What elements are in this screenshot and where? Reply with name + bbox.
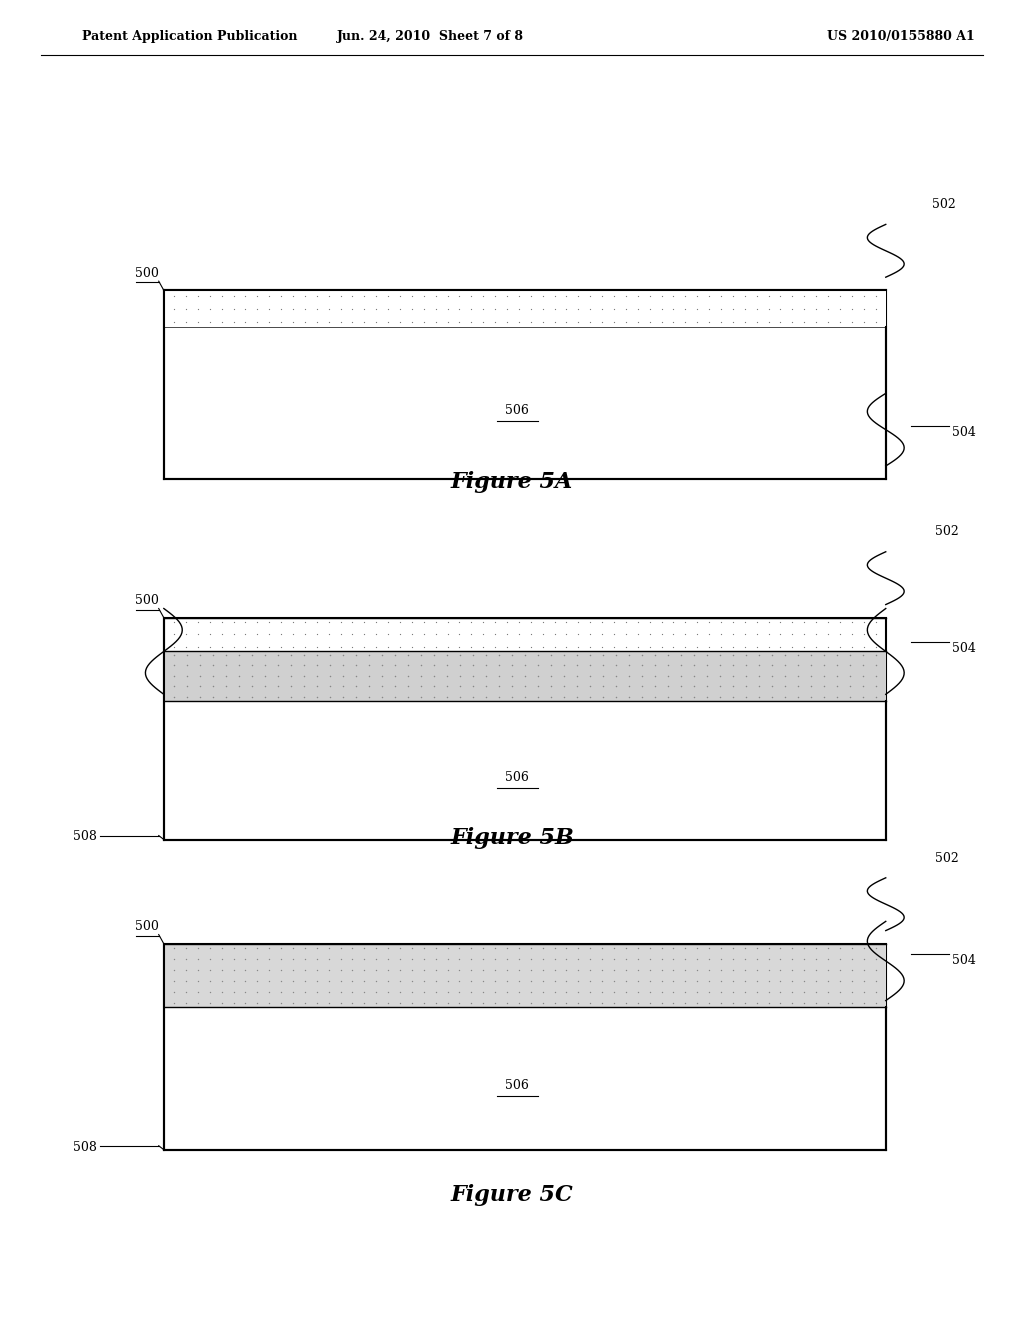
Text: Figure 5C: Figure 5C [451, 1184, 573, 1205]
Text: 500: 500 [135, 920, 159, 933]
Text: 504: 504 [952, 426, 976, 440]
Text: 506: 506 [505, 404, 529, 417]
Text: US 2010/0155880 A1: US 2010/0155880 A1 [827, 30, 975, 44]
Text: 506: 506 [505, 1078, 529, 1092]
Bar [164, 944, 886, 1150]
Text: 504: 504 [952, 642, 976, 655]
Bar [164, 618, 886, 840]
Text: Figure 5B: Figure 5B [451, 828, 573, 849]
Bar [164, 651, 886, 701]
Text: 508: 508 [74, 1140, 97, 1154]
Text: 502: 502 [935, 851, 958, 865]
Text: 500: 500 [135, 267, 159, 280]
Bar [164, 290, 886, 479]
Text: 502: 502 [935, 525, 958, 539]
Bar [164, 944, 886, 1007]
Text: 504: 504 [952, 954, 976, 968]
Text: 500: 500 [135, 594, 159, 607]
Text: Patent Application Publication: Patent Application Publication [82, 30, 297, 44]
Text: 508: 508 [74, 830, 97, 843]
Text: Jun. 24, 2010  Sheet 7 of 8: Jun. 24, 2010 Sheet 7 of 8 [337, 30, 523, 44]
Bar [164, 290, 886, 327]
Text: Figure 5A: Figure 5A [451, 471, 573, 492]
Text: 502: 502 [932, 198, 955, 211]
Text: 506: 506 [505, 771, 529, 784]
